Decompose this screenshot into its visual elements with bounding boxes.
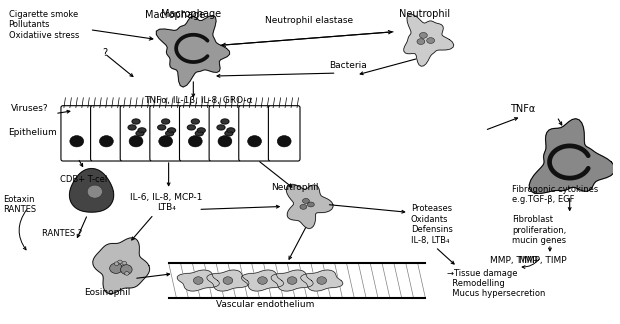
Ellipse shape (427, 38, 435, 43)
Ellipse shape (287, 277, 297, 284)
Ellipse shape (120, 265, 132, 274)
Ellipse shape (118, 260, 122, 264)
Polygon shape (195, 131, 203, 136)
Polygon shape (529, 119, 615, 193)
Ellipse shape (125, 272, 129, 275)
Ellipse shape (122, 261, 126, 265)
Ellipse shape (258, 277, 267, 284)
FancyBboxPatch shape (120, 106, 152, 161)
Polygon shape (192, 119, 199, 124)
FancyBboxPatch shape (180, 106, 211, 161)
Polygon shape (162, 119, 170, 124)
Polygon shape (271, 270, 313, 291)
Polygon shape (207, 270, 249, 291)
Polygon shape (187, 125, 195, 130)
FancyBboxPatch shape (61, 106, 92, 161)
Polygon shape (301, 270, 343, 291)
Text: Viruses?: Viruses? (11, 104, 48, 113)
Ellipse shape (308, 202, 314, 207)
Text: Eotaxin
RANTES: Eotaxin RANTES (2, 195, 36, 214)
Text: CDB+ T-cel: CDB+ T-cel (60, 175, 107, 184)
Text: Fibrogonic cytokines
e.g.TGF-β, EGF: Fibrogonic cytokines e.g.TGF-β, EGF (512, 185, 599, 204)
Text: TNFα, IL-1β, IL-8, GRO-α: TNFα, IL-1β, IL-8, GRO-α (144, 96, 252, 105)
Polygon shape (138, 128, 146, 133)
Polygon shape (132, 119, 140, 124)
FancyBboxPatch shape (268, 106, 300, 161)
Text: MMP, TIMP: MMP, TIMP (490, 256, 537, 265)
Text: Proteases
Oxidants
Defensins
IL-8, LTB₄: Proteases Oxidants Defensins IL-8, LTB₄ (410, 204, 453, 245)
Polygon shape (197, 128, 205, 133)
Ellipse shape (188, 136, 202, 147)
Polygon shape (128, 125, 136, 130)
Polygon shape (156, 16, 229, 87)
Polygon shape (227, 128, 235, 133)
Polygon shape (241, 270, 283, 291)
FancyBboxPatch shape (150, 106, 182, 161)
Polygon shape (136, 131, 144, 136)
Text: Cigarette smoke
Pollutants
Oxidatiive stress: Cigarette smoke Pollutants Oxidatiive st… (9, 10, 79, 40)
Ellipse shape (70, 136, 84, 147)
Ellipse shape (277, 136, 291, 147)
FancyBboxPatch shape (209, 106, 241, 161)
Polygon shape (225, 131, 233, 136)
Ellipse shape (417, 39, 425, 44)
Text: IL-6, IL-8, MCP-1
LTB₄: IL-6, IL-8, MCP-1 LTB₄ (130, 193, 203, 212)
Text: Bacteria: Bacteria (329, 61, 366, 70)
Text: Vascular endothelium: Vascular endothelium (216, 300, 314, 309)
Polygon shape (69, 168, 113, 212)
Ellipse shape (218, 136, 232, 147)
Ellipse shape (300, 204, 307, 209)
Polygon shape (166, 131, 174, 136)
Text: Epithelium: Epithelium (9, 128, 57, 137)
FancyBboxPatch shape (239, 106, 270, 161)
Ellipse shape (223, 277, 232, 284)
Polygon shape (167, 128, 175, 133)
Text: Fibroblast
proliferation,
mucin genes: Fibroblast proliferation, mucin genes (512, 215, 567, 245)
Ellipse shape (129, 136, 143, 147)
Ellipse shape (317, 277, 327, 284)
Ellipse shape (247, 136, 262, 147)
Ellipse shape (303, 199, 309, 203)
Polygon shape (286, 184, 333, 228)
Text: RANTES ?: RANTES ? (42, 229, 82, 238)
Ellipse shape (99, 136, 113, 147)
Text: TNFα: TNFα (510, 104, 535, 114)
Ellipse shape (114, 262, 119, 265)
Ellipse shape (420, 32, 427, 38)
Polygon shape (404, 14, 454, 66)
Text: Macrophage: Macrophage (146, 10, 206, 20)
Ellipse shape (159, 136, 172, 147)
Polygon shape (221, 119, 229, 124)
Text: MMP, TIMP: MMP, TIMP (519, 256, 567, 265)
Polygon shape (177, 270, 219, 291)
Text: →Tissue damage
  Remodelling
  Mucus hypersecretion: →Tissue damage Remodelling Mucus hyperse… (447, 269, 546, 298)
Text: ?: ? (102, 48, 107, 58)
Polygon shape (93, 238, 149, 294)
Text: Macrophage: Macrophage (161, 9, 221, 19)
FancyBboxPatch shape (91, 106, 122, 161)
Ellipse shape (110, 263, 123, 273)
Text: Neutrophil elastase: Neutrophil elastase (265, 16, 353, 25)
Ellipse shape (87, 185, 102, 198)
Polygon shape (217, 125, 225, 130)
Text: Neutrophil: Neutrophil (272, 183, 319, 192)
Text: Eosinophil: Eosinophil (84, 288, 131, 297)
Text: Neutrophil: Neutrophil (399, 9, 450, 19)
Ellipse shape (193, 277, 203, 284)
Polygon shape (157, 125, 166, 130)
